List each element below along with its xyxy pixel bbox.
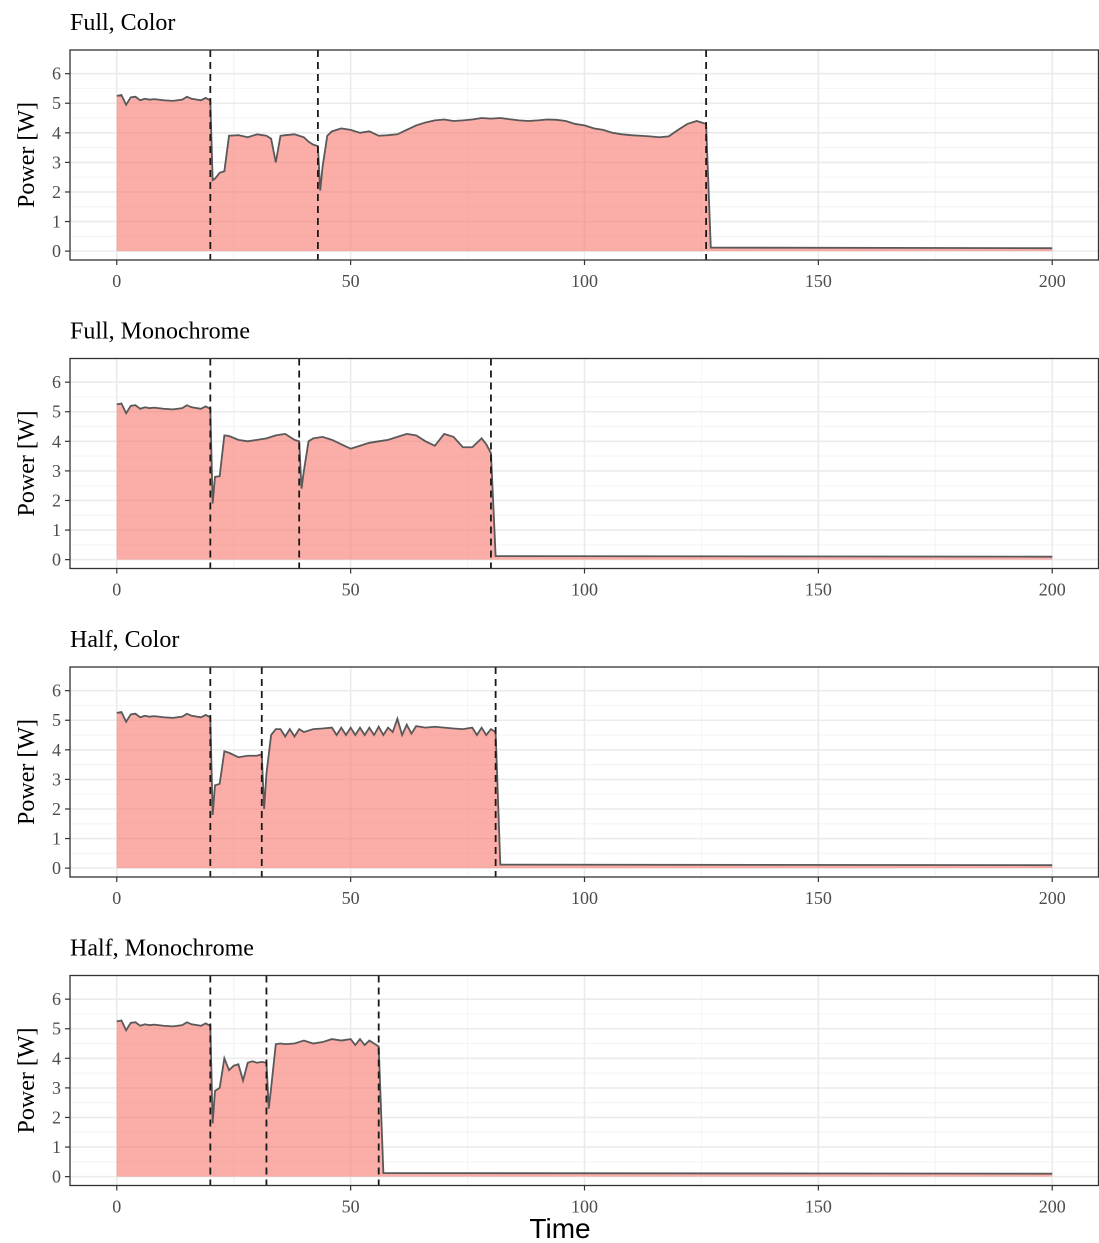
- x-tick-label: 200: [1039, 580, 1066, 600]
- x-tick-label: 200: [1039, 271, 1066, 291]
- y-axis-title: Power [W]: [14, 1028, 40, 1134]
- y-tick-label: 4: [52, 1048, 61, 1068]
- y-tick-label: 5: [52, 710, 61, 730]
- y-tick-label: 2: [52, 490, 61, 510]
- x-tick-label: 100: [571, 580, 598, 600]
- y-tick-label: 5: [52, 93, 61, 113]
- x-tick-label: 0: [112, 888, 121, 908]
- panel-1: Full, Color Power [W] 0 1 2 3 4 5 6 0 50 100 150 200: [14, 10, 1099, 291]
- power-line: [116, 1019, 1053, 1175]
- power-line: [116, 93, 1053, 250]
- x-tick-label: 150: [805, 580, 832, 600]
- y-tick-label: 3: [52, 769, 61, 789]
- power-line: [116, 710, 1053, 867]
- x-tick-label: 50: [342, 271, 360, 291]
- y-tick-label: 6: [52, 681, 61, 701]
- x-tick-label: 100: [571, 1197, 598, 1217]
- y-tick-label: 5: [52, 1019, 61, 1039]
- x-tick-label: 150: [805, 271, 832, 291]
- y-tick-label: 3: [52, 1078, 61, 1098]
- y-tick-label: 3: [52, 461, 61, 481]
- x-tick-label: 100: [571, 271, 598, 291]
- power-area: [116, 94, 1053, 252]
- x-tick-label: 200: [1039, 888, 1066, 908]
- y-axis-title: Power [W]: [14, 719, 40, 825]
- power-area: [116, 711, 1053, 869]
- x-tick-label: 150: [805, 1197, 832, 1217]
- y-tick-label: 1: [52, 520, 61, 540]
- panel-title: Half, Monochrome: [70, 936, 254, 962]
- y-tick-label: 0: [52, 241, 61, 261]
- y-tick-label: 6: [52, 372, 61, 392]
- y-tick-label: 6: [52, 989, 61, 1009]
- power-area: [116, 403, 1053, 560]
- y-tick-label: 5: [52, 402, 61, 422]
- y-axis-title: Power [W]: [14, 102, 40, 208]
- panel-title: Full, Color: [70, 10, 175, 36]
- y-tick-label: 2: [52, 182, 61, 202]
- y-tick-label: 3: [52, 152, 61, 172]
- x-tick-label: 100: [571, 888, 598, 908]
- x-tick-label: 150: [805, 888, 832, 908]
- panel-4: Half, Monochrome Power [W] 0 1 2 3 4 5 6 0 50 100 15…: [14, 936, 1099, 1217]
- x-tick-label: 0: [112, 1197, 121, 1217]
- panel-3: Half, Color Power [W] 0 1 2 3 4 5 6 0 50 100 150 200: [14, 627, 1099, 908]
- y-tick-label: 1: [52, 212, 61, 232]
- y-tick-label: 0: [52, 550, 61, 570]
- panel-2: Full, Monochrome Power [W] 0 1 2 3 4 5 6 0 50 100 15…: [14, 319, 1099, 600]
- x-tick-label: 0: [112, 271, 121, 291]
- power-line: [116, 402, 1053, 558]
- y-tick-label: 2: [52, 799, 61, 819]
- power-area: [116, 1020, 1053, 1177]
- y-tick-label: 4: [52, 431, 61, 451]
- y-tick-label: 1: [52, 829, 61, 849]
- x-tick-label: 50: [342, 888, 360, 908]
- y-tick-label: 0: [52, 1167, 61, 1187]
- y-tick-label: 0: [52, 858, 61, 878]
- y-tick-label: 4: [52, 740, 61, 760]
- y-tick-label: 1: [52, 1137, 61, 1157]
- y-axis-title: Power [W]: [14, 411, 40, 517]
- y-tick-label: 4: [52, 123, 61, 143]
- x-tick-label: 50: [342, 580, 360, 600]
- y-tick-label: 2: [52, 1107, 61, 1127]
- y-tick-label: 6: [52, 64, 61, 84]
- panel-title: Full, Monochrome: [70, 319, 250, 345]
- x-tick-label: 50: [342, 1197, 360, 1217]
- x-tick-label: 0: [112, 580, 121, 600]
- x-tick-label: 200: [1039, 1197, 1066, 1217]
- panel-title: Half, Color: [70, 627, 179, 653]
- x-axis-title: Time: [529, 1213, 590, 1243]
